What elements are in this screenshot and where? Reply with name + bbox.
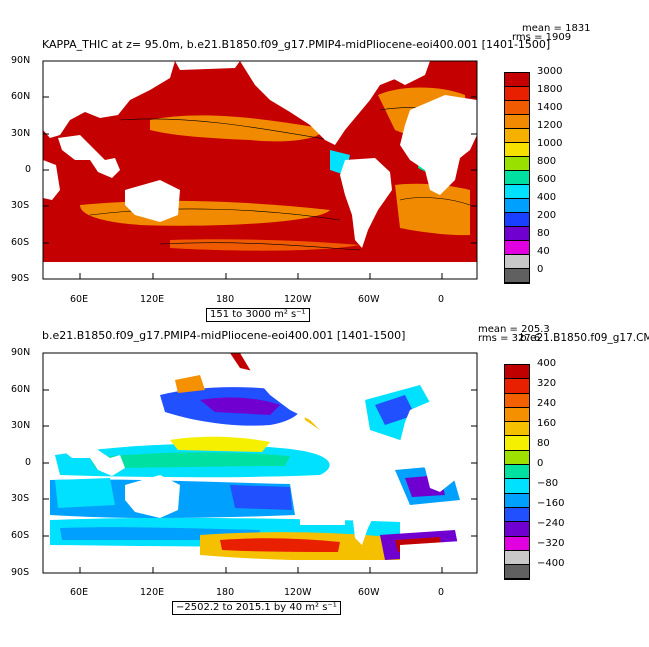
colorbar-swatch xyxy=(505,115,529,129)
colorbar-swatch xyxy=(505,157,529,171)
p2-lat-60n: 60N xyxy=(11,384,31,395)
cb2-label: 400 xyxy=(537,358,557,369)
cb2-label: 320 xyxy=(537,378,557,389)
cb2-label: 160 xyxy=(537,418,557,429)
colorbar-swatch xyxy=(505,227,529,241)
panel-1-colorbar xyxy=(504,72,530,284)
colorbar-swatch xyxy=(505,565,529,580)
panel-2-land-mask xyxy=(43,353,477,573)
panel-1-title: KAPPA_THIC at z= 95.0m, b.e21.B1850.f09_… xyxy=(42,38,551,51)
colorbar-swatch xyxy=(505,536,529,551)
colorbar-swatch xyxy=(505,241,529,255)
p1-lat-90n: 90N xyxy=(11,55,31,66)
p2-lat-30s: 30S xyxy=(11,493,30,504)
p1-lat-90s: 90S xyxy=(11,273,30,284)
p1-lon-60e: 60E xyxy=(70,294,89,305)
p1-lat-30s: 30S xyxy=(11,200,30,211)
colorbar-swatch xyxy=(505,422,529,437)
cb1-label: 0 xyxy=(537,264,544,275)
cb1-label: 1200 xyxy=(537,120,563,131)
panel-2-range-label: −2502.2 to 2015.1 by 40 m² s⁻¹ xyxy=(172,601,341,615)
panel-2-rms: rms = 327.6 xyxy=(478,333,541,344)
colorbar-swatch xyxy=(505,379,529,394)
p2-lon-0: 0 xyxy=(438,587,445,598)
panel-1-mean: mean = 1831 xyxy=(522,23,591,34)
cb2-label: −240 xyxy=(537,518,565,529)
panel-1-land xyxy=(43,61,477,279)
p1-lat-60s: 60S xyxy=(11,237,30,248)
p1-lat-30n: 30N xyxy=(11,128,31,139)
colorbar-swatch xyxy=(505,101,529,115)
p2-lon-60e: 60E xyxy=(70,587,89,598)
p2-lon-120w: 120W xyxy=(284,587,312,598)
colorbar-swatch xyxy=(505,479,529,494)
p2-lon-60w: 60W xyxy=(358,587,380,598)
cb2-label: 0 xyxy=(537,458,544,469)
colorbar-swatch xyxy=(505,129,529,143)
colorbar-swatch xyxy=(505,269,529,283)
cb1-label: 80 xyxy=(537,228,550,239)
p1-lon-60w: 60W xyxy=(358,294,380,305)
colorbar-swatch xyxy=(505,550,529,566)
panel-2-right-title: b.e21.B1850.f09_g17.CMIP xyxy=(520,332,649,344)
colorbar-swatch xyxy=(505,213,529,227)
colorbar-swatch xyxy=(505,507,529,523)
p2-lon-180: 180 xyxy=(216,587,235,598)
cb2-label: 240 xyxy=(537,398,557,409)
colorbar-swatch xyxy=(505,436,529,451)
cb2-label: −80 xyxy=(537,478,559,489)
cb1-label: 1800 xyxy=(537,84,563,95)
cb2-label: −320 xyxy=(537,538,565,549)
panel-2-colorbar xyxy=(504,364,530,581)
cb1-label: 1400 xyxy=(537,102,563,113)
cb1-label: 600 xyxy=(537,174,557,185)
p1-lat-60n: 60N xyxy=(11,91,31,102)
p2-lon-120e: 120E xyxy=(140,587,165,598)
cb1-label: 800 xyxy=(537,156,557,167)
colorbar-swatch xyxy=(505,143,529,157)
panel-1-rms: rms = 1909 xyxy=(512,32,572,43)
cb2-label: 80 xyxy=(537,438,550,449)
p1-lon-120w: 120W xyxy=(284,294,312,305)
colorbar-swatch xyxy=(505,171,529,185)
colorbar-swatch xyxy=(505,365,529,380)
p2-lat-90n: 90N xyxy=(11,347,31,358)
colorbar-swatch xyxy=(505,407,529,423)
panel-1-range-label: 151 to 3000 m² s⁻¹ xyxy=(206,308,310,322)
p2-lat-60s: 60S xyxy=(11,530,30,541)
p2-lat-30n: 30N xyxy=(11,420,31,431)
colorbar-swatch xyxy=(505,255,529,269)
colorbar-swatch xyxy=(505,522,529,537)
colorbar-swatch xyxy=(505,199,529,213)
cb1-label: 3000 xyxy=(537,66,563,77)
colorbar-swatch xyxy=(505,185,529,199)
cb2-label: −400 xyxy=(537,558,565,569)
cb1-label: 200 xyxy=(537,210,557,221)
cb1-label: 1000 xyxy=(537,138,563,149)
p1-lon-0: 0 xyxy=(438,294,445,305)
colorbar-swatch xyxy=(505,393,529,408)
p2-lat-0: 0 xyxy=(25,457,32,468)
cb1-label: 40 xyxy=(537,246,550,257)
colorbar-swatch xyxy=(505,493,529,508)
p1-lon-120e: 120E xyxy=(140,294,165,305)
colorbar-swatch xyxy=(505,450,529,466)
colorbar-swatch xyxy=(505,87,529,101)
cb1-label: 400 xyxy=(537,192,557,203)
colorbar-swatch xyxy=(505,465,529,480)
p1-lat-0: 0 xyxy=(25,164,32,175)
panel-2-title: b.e21.B1850.f09_g17.PMIP4-midPliocene-eo… xyxy=(42,329,406,342)
p2-lat-90s: 90S xyxy=(11,567,30,578)
p1-lon-180: 180 xyxy=(216,294,235,305)
colorbar-swatch xyxy=(505,73,529,87)
panel-2-mean: mean = 205.3 xyxy=(478,324,550,335)
cb2-label: −160 xyxy=(537,498,565,509)
